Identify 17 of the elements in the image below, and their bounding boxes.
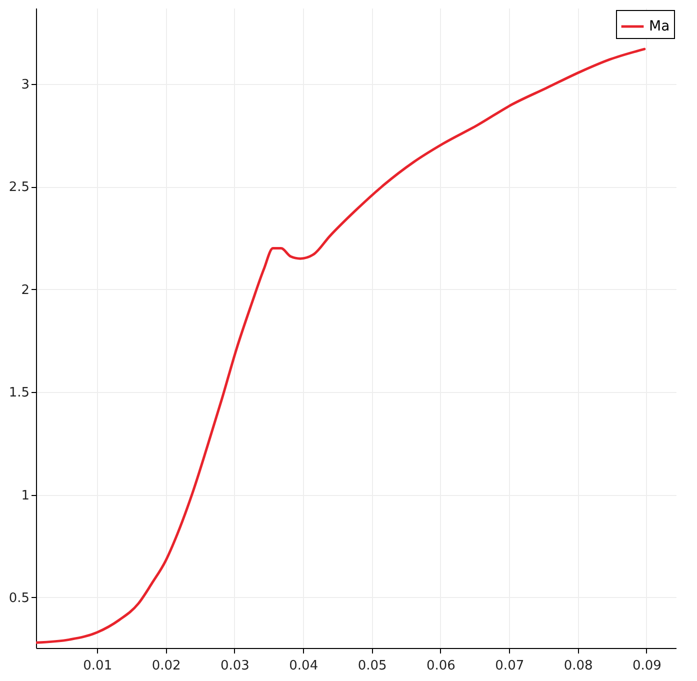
y-tick-label: 1 bbox=[21, 488, 30, 504]
x-tick-label: 0.04 bbox=[289, 658, 318, 674]
y-tick-label: 1.5 bbox=[8, 386, 30, 401]
x-tick-label: 0.02 bbox=[152, 658, 181, 674]
x-tick-label: 0.09 bbox=[632, 658, 662, 674]
x-tick-label: 0.07 bbox=[495, 658, 524, 674]
x-tick-label: 0.08 bbox=[564, 658, 593, 674]
x-tick-label: 0.01 bbox=[83, 658, 112, 674]
y-tick-label: 2 bbox=[21, 282, 30, 298]
x-tick-label: 0.06 bbox=[426, 658, 456, 674]
y-tick-label: 3 bbox=[21, 77, 30, 92]
legend-label: Ma bbox=[649, 18, 670, 34]
x-tick-label: 0.05 bbox=[358, 658, 387, 674]
x-tick-label: 0.03 bbox=[220, 658, 250, 674]
line-series bbox=[36, 48, 646, 644]
y-tick-label: 2.5 bbox=[8, 180, 30, 196]
y-tick-label: 0.5 bbox=[8, 590, 30, 606]
